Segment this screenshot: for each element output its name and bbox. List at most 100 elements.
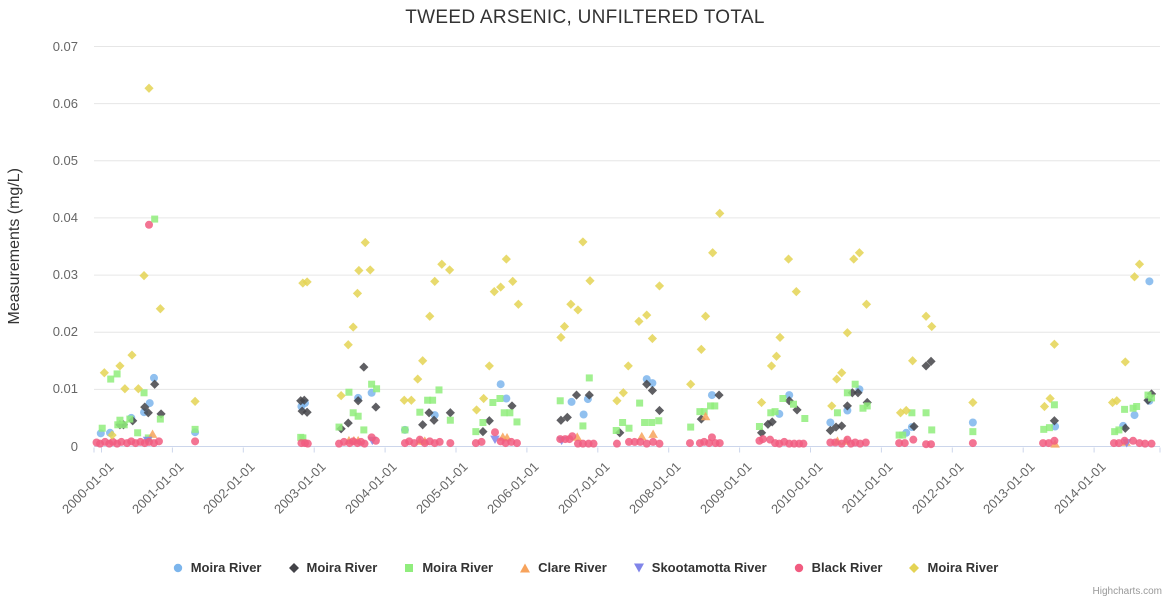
data-point[interactable] <box>767 417 777 427</box>
legend-item-moira-river-0[interactable]: Moira River <box>172 560 262 575</box>
data-point[interactable] <box>708 248 718 258</box>
data-point[interactable] <box>502 394 511 403</box>
data-point[interactable] <box>145 220 154 229</box>
data-point[interactable] <box>556 397 564 405</box>
data-point[interactable] <box>1129 272 1140 282</box>
data-point[interactable] <box>435 437 444 446</box>
data-point[interactable] <box>567 397 576 406</box>
data-point[interactable] <box>513 418 521 426</box>
data-point[interactable] <box>968 397 978 408</box>
data-point[interactable] <box>827 401 837 411</box>
data-point[interactable] <box>585 276 595 286</box>
data-point[interactable] <box>371 436 380 445</box>
data-point[interactable] <box>1129 404 1137 412</box>
data-point[interactable] <box>707 402 715 410</box>
data-point[interactable] <box>155 304 165 314</box>
data-point[interactable] <box>120 384 130 394</box>
data-point[interactable] <box>755 423 763 430</box>
data-point[interactable] <box>126 415 134 423</box>
data-point[interactable] <box>928 426 936 434</box>
data-point[interactable] <box>150 379 160 389</box>
data-point[interactable] <box>500 409 508 417</box>
data-point[interactable] <box>623 361 633 371</box>
data-point[interactable] <box>353 396 363 406</box>
data-point[interactable] <box>842 328 852 338</box>
legend-item-moira-river-6[interactable]: Moira River <box>908 560 998 575</box>
data-point[interactable] <box>832 374 842 384</box>
data-point[interactable] <box>140 389 148 397</box>
data-point[interactable] <box>424 396 432 404</box>
data-point[interactable] <box>1040 425 1048 433</box>
data-point[interactable] <box>1145 277 1154 286</box>
data-point[interactable] <box>139 271 149 281</box>
data-point[interactable] <box>343 340 353 350</box>
data-point[interactable] <box>707 391 716 400</box>
data-point[interactable] <box>1144 391 1152 399</box>
data-point[interactable] <box>711 402 719 410</box>
data-point[interactable] <box>837 368 847 378</box>
data-point[interactable] <box>568 432 577 441</box>
data-point[interactable] <box>496 380 505 389</box>
data-point[interactable] <box>624 437 633 446</box>
data-point[interactable] <box>1045 393 1055 404</box>
data-point[interactable] <box>120 421 128 429</box>
data-point[interactable] <box>854 248 865 258</box>
data-point[interactable] <box>612 427 620 434</box>
data-point[interactable] <box>1130 411 1139 420</box>
data-point[interactable] <box>343 418 353 428</box>
data-point[interactable] <box>437 259 447 269</box>
data-point[interactable] <box>859 404 867 412</box>
data-point[interactable] <box>349 409 357 417</box>
data-point[interactable] <box>1120 436 1129 445</box>
data-point[interactable] <box>302 407 312 417</box>
data-point[interactable] <box>496 395 504 402</box>
data-point[interactable] <box>556 332 566 342</box>
data-point[interactable] <box>837 439 846 448</box>
data-point[interactable] <box>909 435 918 444</box>
data-point[interactable] <box>479 393 489 404</box>
data-point[interactable] <box>190 396 200 406</box>
data-point[interactable] <box>648 419 656 426</box>
data-point[interactable] <box>655 417 663 425</box>
data-point[interactable] <box>107 430 117 440</box>
data-point[interactable] <box>359 362 369 372</box>
data-point[interactable] <box>406 395 416 405</box>
data-point[interactable] <box>566 299 576 309</box>
data-point[interactable] <box>922 409 930 417</box>
data-point[interactable] <box>696 414 706 424</box>
data-point[interactable] <box>354 265 364 276</box>
data-point[interactable] <box>783 254 794 264</box>
data-point[interactable] <box>700 411 711 421</box>
data-point[interactable] <box>826 418 835 427</box>
data-point[interactable] <box>900 439 909 448</box>
data-point[interactable] <box>1120 423 1130 433</box>
data-point[interactable] <box>771 351 782 361</box>
data-point[interactable] <box>401 426 409 434</box>
data-point[interactable] <box>116 416 124 424</box>
data-point[interactable] <box>352 288 363 298</box>
data-point[interactable] <box>756 397 767 408</box>
data-point[interactable] <box>853 388 863 398</box>
data-point[interactable] <box>471 405 482 415</box>
data-point[interactable] <box>435 386 443 394</box>
data-point[interactable] <box>416 408 424 416</box>
data-point[interactable] <box>833 409 841 417</box>
data-point[interactable] <box>647 333 657 344</box>
data-point[interactable] <box>785 391 794 400</box>
data-point[interactable] <box>562 412 572 422</box>
data-point[interactable] <box>345 388 353 396</box>
data-point[interactable] <box>1051 422 1060 431</box>
data-point[interactable] <box>831 438 840 447</box>
data-point[interactable] <box>348 322 358 332</box>
data-point[interactable] <box>133 384 143 394</box>
data-point[interactable] <box>831 422 841 432</box>
data-point[interactable] <box>99 368 109 378</box>
data-point[interactable] <box>634 316 644 326</box>
data-point[interactable] <box>134 429 142 437</box>
data-point[interactable] <box>908 409 916 417</box>
data-point[interactable] <box>297 406 307 416</box>
legend-item-black-river-5[interactable]: Black River <box>793 560 882 575</box>
data-point[interactable] <box>478 427 488 437</box>
data-point[interactable] <box>445 265 455 275</box>
data-point[interactable] <box>336 391 346 401</box>
